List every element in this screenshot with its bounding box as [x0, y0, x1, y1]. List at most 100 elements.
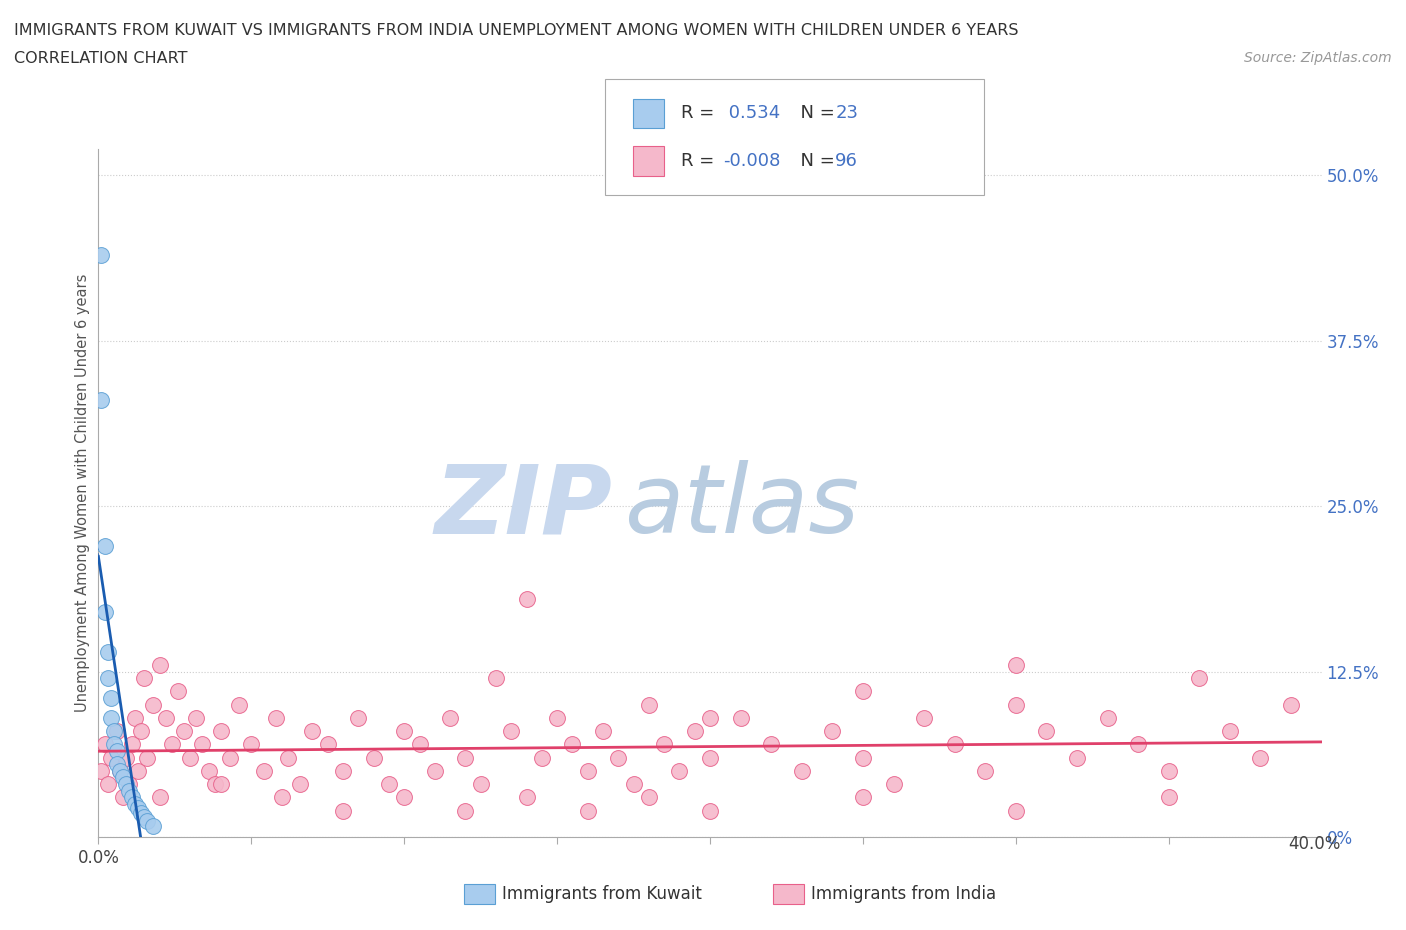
Point — [699, 751, 721, 765]
Point — [485, 671, 508, 685]
Point — [668, 764, 690, 778]
Point — [219, 751, 242, 765]
Point — [90, 247, 112, 262]
Point — [439, 711, 461, 725]
Text: ZIP: ZIP — [434, 460, 612, 553]
Point — [1279, 698, 1302, 712]
Point — [347, 711, 370, 725]
Point — [1157, 790, 1180, 804]
Point — [699, 804, 721, 818]
Point — [821, 724, 844, 738]
Point — [316, 737, 339, 751]
Point — [1188, 671, 1211, 685]
Point — [790, 764, 813, 778]
Point — [1219, 724, 1241, 738]
Point — [136, 751, 159, 765]
Point — [191, 737, 214, 751]
Point — [290, 777, 312, 791]
Point — [699, 711, 721, 725]
Point — [408, 737, 430, 751]
Point — [149, 790, 172, 804]
Point — [100, 751, 122, 765]
Point — [167, 684, 190, 698]
Text: Immigrants from Kuwait: Immigrants from Kuwait — [502, 884, 702, 903]
Point — [1004, 698, 1026, 712]
Point — [118, 783, 141, 798]
Point — [1157, 764, 1180, 778]
Point — [883, 777, 905, 791]
Point — [129, 805, 152, 820]
Point — [1004, 658, 1026, 672]
Text: Immigrants from India: Immigrants from India — [811, 884, 997, 903]
Point — [546, 711, 568, 725]
Point — [277, 751, 299, 765]
Point — [1004, 804, 1026, 818]
Point — [637, 790, 661, 804]
Text: R =: R = — [681, 104, 720, 123]
Point — [240, 737, 263, 751]
Point — [264, 711, 287, 725]
Point — [111, 770, 134, 785]
Text: N =: N = — [789, 104, 841, 123]
Point — [115, 777, 138, 791]
Point — [561, 737, 583, 751]
Point — [100, 711, 122, 725]
Point — [1249, 751, 1271, 765]
Point — [392, 724, 416, 738]
Point — [454, 804, 477, 818]
Point — [332, 764, 354, 778]
Point — [530, 751, 553, 765]
Point — [209, 724, 232, 738]
Point — [90, 392, 112, 407]
Point — [1128, 737, 1150, 751]
Point — [118, 777, 141, 791]
Point — [332, 804, 354, 818]
Point — [179, 751, 201, 765]
Point — [516, 790, 538, 804]
Text: 96: 96 — [835, 152, 858, 170]
Point — [134, 671, 156, 685]
Point — [759, 737, 782, 751]
Point — [111, 790, 134, 804]
Text: R =: R = — [681, 152, 720, 170]
Point — [1097, 711, 1119, 725]
Point — [252, 764, 274, 778]
Point — [124, 711, 146, 725]
Point — [103, 724, 125, 738]
Point — [683, 724, 706, 738]
Point — [501, 724, 523, 738]
Text: atlas: atlas — [624, 460, 859, 553]
Point — [209, 777, 232, 791]
Point — [592, 724, 614, 738]
Point — [363, 751, 385, 765]
Point — [103, 737, 125, 751]
Point — [129, 724, 152, 738]
Point — [204, 777, 226, 791]
Point — [228, 698, 250, 712]
Point — [454, 751, 477, 765]
Y-axis label: Unemployment Among Women with Children Under 6 years: Unemployment Among Women with Children U… — [75, 273, 90, 712]
Point — [974, 764, 997, 778]
Point — [576, 804, 599, 818]
Point — [730, 711, 752, 725]
Point — [93, 538, 115, 553]
Point — [637, 698, 661, 712]
Text: 0.534: 0.534 — [723, 104, 780, 123]
Text: -0.008: -0.008 — [723, 152, 780, 170]
Text: IMMIGRANTS FROM KUWAIT VS IMMIGRANTS FROM INDIA UNEMPLOYMENT AMONG WOMEN WITH CH: IMMIGRANTS FROM KUWAIT VS IMMIGRANTS FRO… — [14, 23, 1018, 38]
Point — [912, 711, 935, 725]
Text: N =: N = — [789, 152, 841, 170]
Point — [105, 744, 128, 759]
Text: CORRELATION CHART: CORRELATION CHART — [14, 51, 187, 66]
Point — [93, 737, 115, 751]
Point — [142, 819, 165, 834]
Text: 40.0%: 40.0% — [1288, 835, 1341, 854]
Point — [623, 777, 645, 791]
Point — [155, 711, 177, 725]
Point — [852, 684, 875, 698]
Point — [652, 737, 675, 751]
Point — [121, 737, 143, 751]
Point — [142, 698, 165, 712]
Text: Source: ZipAtlas.com: Source: ZipAtlas.com — [1244, 51, 1392, 65]
Point — [943, 737, 966, 751]
